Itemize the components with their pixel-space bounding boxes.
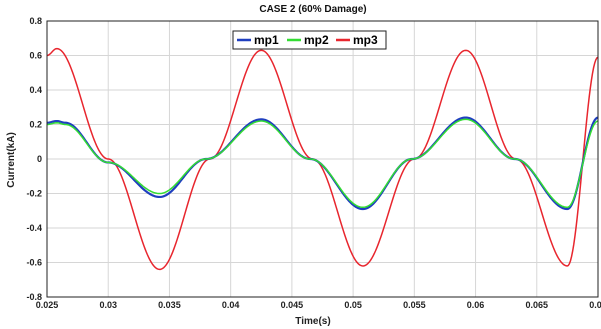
- x-axis-label: Time(s): [295, 316, 330, 327]
- y-tick-label: -0.4: [26, 223, 42, 233]
- y-tick-label: -0.2: [26, 189, 42, 199]
- x-tick-label: 0.055: [403, 300, 426, 310]
- series-line-mp2: [46, 118, 599, 209]
- legend: mp1 mp2 mp3: [232, 30, 387, 50]
- x-tick-label: 0.045: [281, 300, 304, 310]
- y-tick-label: 0.8: [29, 16, 42, 26]
- legend-box: [232, 30, 387, 50]
- y-axis-ticks: 0.8 0.6 0.4 0.2 0 -0.2 -0.4 -0.6 -0.8: [26, 16, 42, 302]
- y-tick-label: -0.6: [26, 258, 42, 268]
- y-tick-label: 0.6: [29, 51, 42, 61]
- legend-label-mp3: mp3: [353, 33, 378, 47]
- y-tick-label: -0.8: [26, 292, 42, 302]
- y-tick-label: 0.2: [29, 120, 42, 130]
- plot-border: [46, 20, 599, 298]
- x-tick-label: 0.025: [36, 300, 59, 310]
- y-tick-label: 0: [37, 154, 42, 164]
- series-line-mp3: [46, 47, 599, 271]
- legend-label-mp2: mp2: [304, 33, 329, 47]
- x-tick-label: 0.04: [222, 300, 240, 310]
- x-tick-label: 0.035: [158, 300, 181, 310]
- x-tick-label: 0.07: [589, 300, 601, 310]
- chart-title: CASE 2 (60% Damage): [259, 4, 366, 15]
- plot-area: [46, 20, 599, 298]
- x-axis-ticks: 0.025 0.03 0.035 0.04 0.045 0.05 0.055 0.06 0.06…: [36, 300, 601, 310]
- legend-label-mp1: mp1: [254, 33, 279, 47]
- x-tick-label: 0.06: [467, 300, 485, 310]
- x-tick-label: 0.03: [99, 300, 117, 310]
- y-axis-label: Current(kA): [6, 132, 17, 188]
- y-tick-label: 0.4: [29, 85, 42, 95]
- x-tick-label: 0.05: [344, 300, 362, 310]
- x-tick-label: 0.065: [526, 300, 549, 310]
